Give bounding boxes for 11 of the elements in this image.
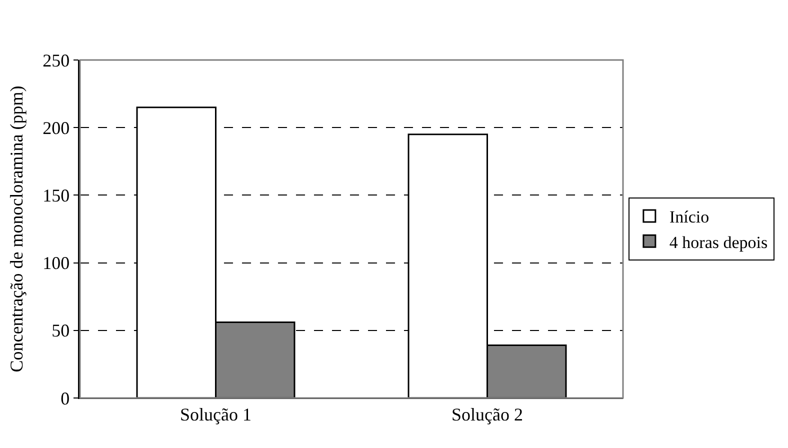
y-tick-label: 100 bbox=[42, 253, 70, 274]
legend-label: 4 horas depois bbox=[669, 232, 768, 252]
x-tick-label: Solução 2 bbox=[452, 404, 523, 425]
y-tick-label: 50 bbox=[52, 320, 70, 341]
y-tick-label: 200 bbox=[42, 118, 70, 138]
y-axis-title: Concentração de monocloramina (ppm) bbox=[6, 86, 26, 372]
y-tick-label: 0 bbox=[60, 388, 70, 408]
y-tick-label: 250 bbox=[42, 50, 70, 70]
legend-label: Início bbox=[669, 208, 710, 227]
x-tick-label: Solução 1 bbox=[180, 404, 252, 425]
y-tick-label: 150 bbox=[42, 186, 70, 206]
